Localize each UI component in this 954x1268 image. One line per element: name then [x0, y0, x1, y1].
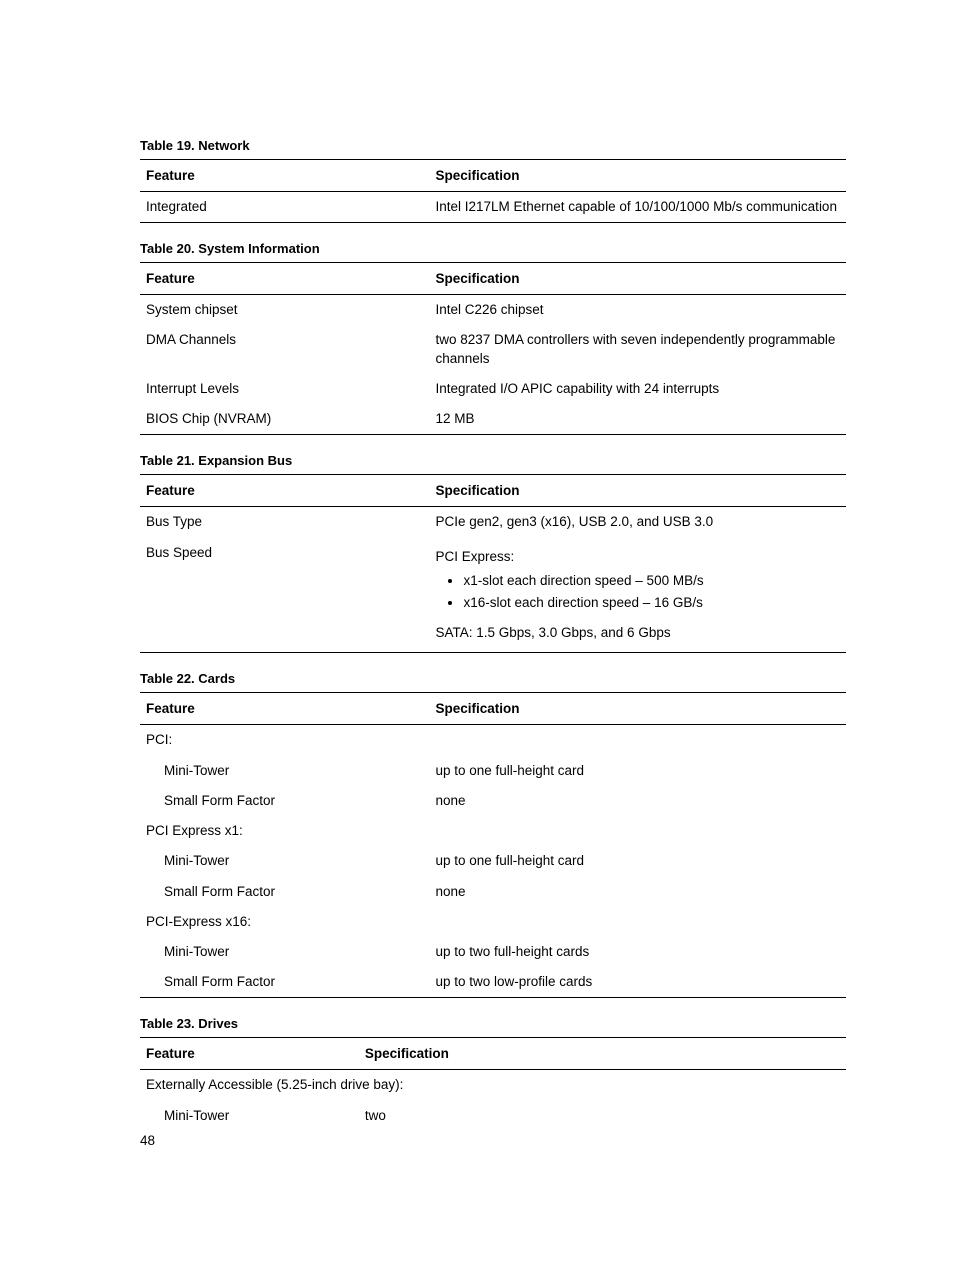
- cell-feature: Mini-Tower: [140, 937, 429, 967]
- cell-spec: PCI Express: x1-slot each direction spee…: [429, 538, 846, 653]
- expansion-table: Feature Specification Bus Type PCIe gen2…: [140, 474, 846, 653]
- col-header-feature: Feature: [140, 160, 429, 192]
- cell-feature: BIOS Chip (NVRAM): [140, 404, 429, 435]
- cell-feature: Mini-Tower: [140, 756, 429, 786]
- cell-feature: System chipset: [140, 295, 429, 326]
- cell-feature: Mini-Tower: [140, 846, 429, 876]
- cell-spec: 12 MB: [429, 404, 846, 435]
- spec-line: PCI Express:: [435, 548, 840, 566]
- cell-spec: up to two full-height cards: [429, 937, 846, 967]
- cell-feature: Mini-Tower: [140, 1101, 359, 1131]
- network-table: Feature Specification Integrated Intel I…: [140, 159, 846, 223]
- cards-table: Feature Specification PCI: Mini-Tower up…: [140, 692, 846, 998]
- page-number: 48: [140, 1133, 155, 1148]
- cell-feature: DMA Channels: [140, 325, 429, 373]
- col-header-spec: Specification: [429, 160, 846, 192]
- col-header-feature: Feature: [140, 1038, 359, 1070]
- col-header-spec: Specification: [359, 1038, 846, 1070]
- cell-spec: Intel I217LM Ethernet capable of 10/100/…: [429, 192, 846, 223]
- table-title-cards: Table 22. Cards: [140, 671, 846, 686]
- group-heading: PCI-Express x16:: [140, 907, 846, 937]
- cell-spec: up to one full-height card: [429, 846, 846, 876]
- col-header-feature: Feature: [140, 263, 429, 295]
- col-header-feature: Feature: [140, 693, 429, 725]
- cell-feature: Small Form Factor: [140, 877, 429, 907]
- cell-spec: none: [429, 786, 846, 816]
- cell-feature: Bus Speed: [140, 538, 429, 653]
- cell-feature: Integrated: [140, 192, 429, 223]
- cell-spec: two 8237 DMA controllers with seven inde…: [429, 325, 846, 373]
- group-heading: Externally Accessible (5.25-inch drive b…: [140, 1070, 846, 1101]
- group-heading: PCI Express x1:: [140, 816, 846, 846]
- cell-spec: Integrated I/O APIC capability with 24 i…: [429, 374, 846, 404]
- col-header-feature: Feature: [140, 475, 429, 507]
- col-header-spec: Specification: [429, 693, 846, 725]
- group-heading: PCI:: [140, 725, 846, 756]
- bullet-item: x1-slot each direction speed – 500 MB/s: [463, 570, 840, 592]
- bullet-item: x16-slot each direction speed – 16 GB/s: [463, 592, 840, 614]
- table-title-drives: Table 23. Drives: [140, 1016, 846, 1031]
- spec-line: SATA: 1.5 Gbps, 3.0 Gbps, and 6 Gbps: [435, 624, 840, 642]
- cell-feature: Small Form Factor: [140, 967, 429, 998]
- table-title-expansion: Table 21. Expansion Bus: [140, 453, 846, 468]
- col-header-spec: Specification: [429, 475, 846, 507]
- table-title-network: Table 19. Network: [140, 138, 846, 153]
- cell-feature: Interrupt Levels: [140, 374, 429, 404]
- table-title-system: Table 20. System Information: [140, 241, 846, 256]
- cell-spec: up to one full-height card: [429, 756, 846, 786]
- system-table: Feature Specification System chipset Int…: [140, 262, 846, 435]
- col-header-spec: Specification: [429, 263, 846, 295]
- bullet-list: x1-slot each direction speed – 500 MB/s …: [463, 570, 840, 614]
- cell-spec: Intel C226 chipset: [429, 295, 846, 326]
- drives-table: Feature Specification Externally Accessi…: [140, 1037, 846, 1130]
- cell-spec: none: [429, 877, 846, 907]
- cell-spec: PCIe gen2, gen3 (x16), USB 2.0, and USB …: [429, 507, 846, 538]
- cell-spec: up to two low-profile cards: [429, 967, 846, 998]
- cell-feature: Small Form Factor: [140, 786, 429, 816]
- cell-feature: Bus Type: [140, 507, 429, 538]
- document-page: Table 19. Network Feature Specification …: [0, 0, 954, 1268]
- cell-spec: two: [359, 1101, 846, 1131]
